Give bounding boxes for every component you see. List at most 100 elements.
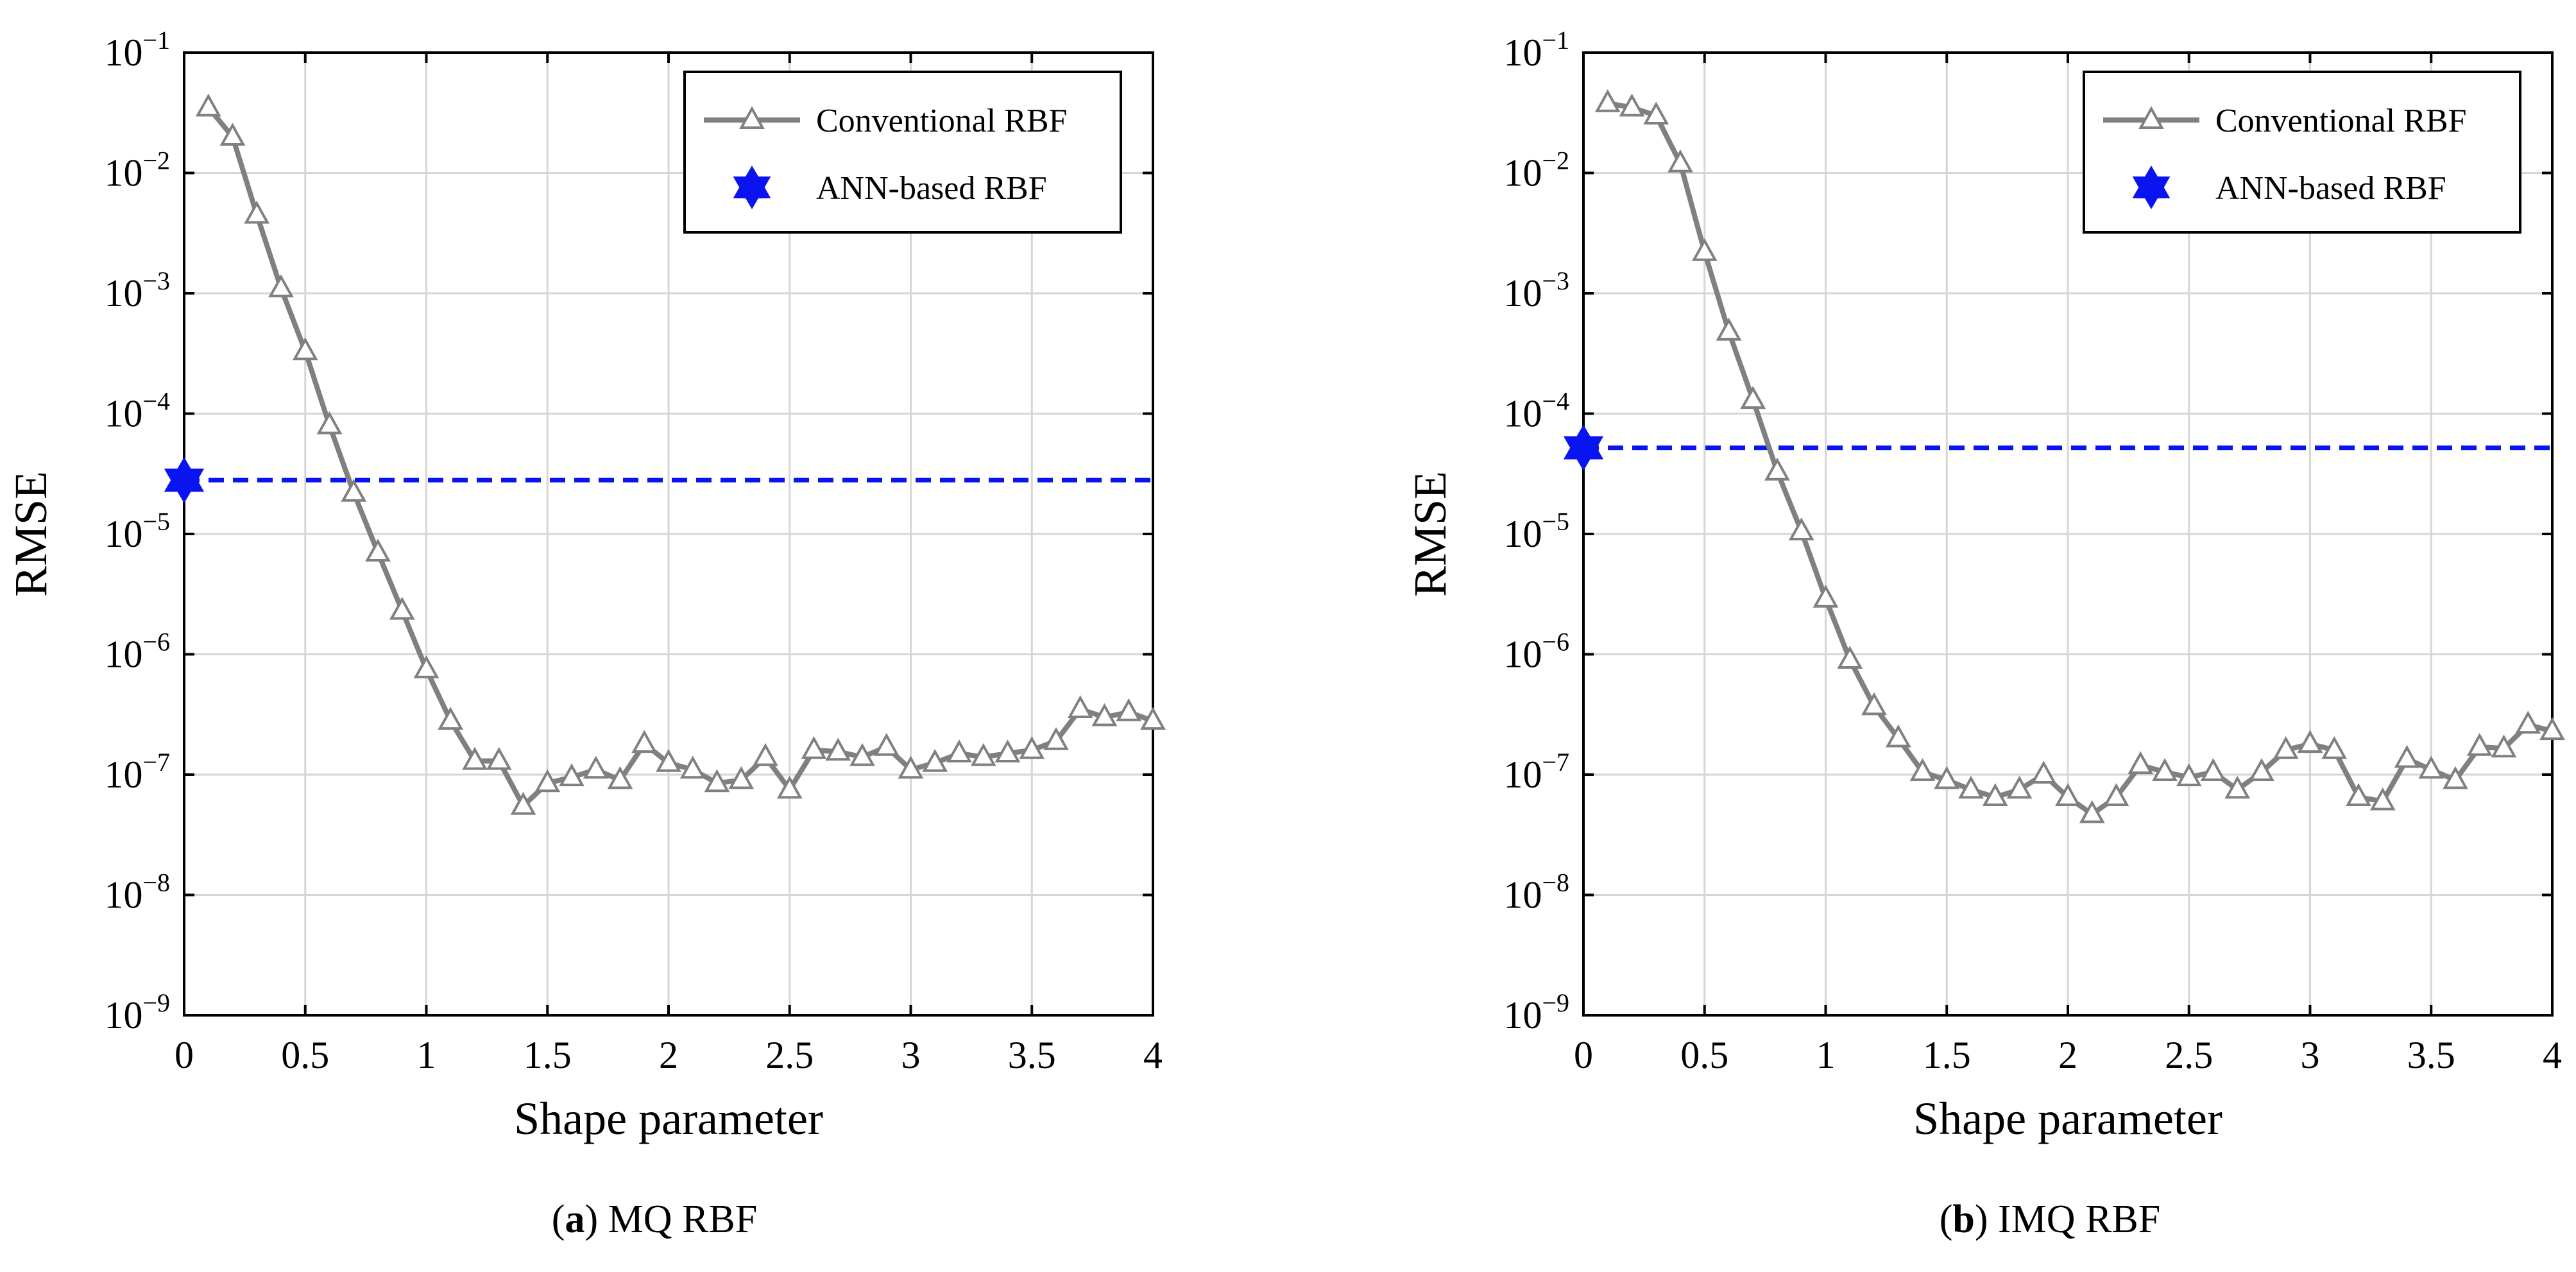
x-axis-label: Shape parameter [514,1093,823,1144]
y-axis-label: RMSE [5,471,56,597]
conventional-rbf-point [753,743,778,766]
conventional-rbf-point [2443,766,2468,789]
conventional-rbf-point [2515,710,2541,734]
conventional-rbf-point [2031,761,2057,784]
y-tick-label: 10−6 [1503,628,1569,676]
x-tick-label: 0.5 [281,1034,329,1076]
conventional-rbf-point [607,766,633,789]
chart-panel-b: 0 0.5 1 1.5 2 2.5 3 3.5 4 10−9 10−8 10−7 10−6 10−5 10−… [1404,26,2565,1241]
legend-conventional-label: Conventional RBF [816,103,1067,139]
conventional-rbf-point [728,766,755,789]
conventional-rbf-point [631,730,658,753]
conventional-rbf-point [1594,89,1621,112]
x-tick-label: 1 [417,1034,436,1076]
conventional-rbf-point [2394,744,2420,768]
y-tick-label: 10−9 [1503,988,1569,1036]
conventional-rbf-point [2103,783,2129,807]
conventional-rbf-point [1619,93,1645,117]
y-tick-label: 10−4 [1503,387,1569,435]
conventional-rbf-point [2297,730,2323,753]
y-tick-label: 10−3 [104,266,170,314]
ann-rbf-point [1563,424,1604,471]
x-tick-label: 1 [1816,1034,1836,1076]
conventional-rbf-point [219,123,246,146]
conventional-rbf-point [946,739,972,762]
x-tick-label: 1.5 [524,1034,572,1076]
conventional-rbf-point [365,538,391,562]
conventional-rbf-point [994,739,1021,762]
x-tick-label: 3.5 [2407,1034,2455,1076]
conventional-rbf-point [1764,457,1790,481]
y-tick-label: 10−2 [104,146,170,194]
conventional-rbf-point [2369,787,2396,811]
x-tick-label: 3.5 [1008,1034,1056,1076]
conventional-rbf-line [206,105,1154,809]
y-tick-label: 10−2 [1503,146,1569,194]
legend-ann-label: ANN-based RBF [816,170,1047,207]
conventional-rbf-point [292,337,318,361]
chart-panel-a: 0 0.5 1 1.5 2 2.5 3 3.5 4 10−9 10−8 10−7 10−6 10−5 10−… [5,26,1166,1241]
x-tick-label: 4 [2543,1034,2562,1076]
panel-caption: (b) IMQ RBF [1940,1198,2161,1241]
conventional-rbf-point [2249,758,2274,781]
x-tick-label: 0 [1574,1034,1593,1076]
conventional-rbf-point [2321,735,2348,759]
y-tick-label: 10−7 [104,748,170,796]
conventional-rbf-point [1140,707,1166,730]
x-tick-label: 2 [659,1034,678,1076]
conventional-rbf-point [679,755,706,779]
x-tick-label: 2 [2058,1034,2077,1076]
y-tick-label: 10−4 [104,387,170,435]
y-tick-label: 10−8 [1503,868,1569,916]
y-tick-label: 10−1 [104,26,170,74]
conventional-rbf-point [2539,717,2565,741]
conventional-rbf-point [1788,517,1814,540]
conventional-rbf-point [2176,763,2202,787]
x-tick-label: 2.5 [2165,1034,2213,1076]
conventional-rbf-point [195,93,221,117]
conventional-rbf-point [1982,783,2008,807]
conventional-rbf-point [704,769,730,793]
y-tick-label: 10−1 [1503,26,1569,74]
legend-conventional-marker [2138,106,2164,129]
conventional-rbf-point [2152,758,2178,781]
conventional-rbf-point [413,655,439,678]
conventional-rbf-point [244,200,270,224]
legend-box [2083,71,2521,234]
legend: Conventional RBF ANN-based RBF [2083,71,2521,234]
conventional-rbf-point [2006,775,2033,799]
conventional-rbf-point [2346,783,2371,807]
conventional-rbf-point [801,735,827,759]
conventional-rbf-point [316,411,343,434]
conventional-rbf-point [1837,646,1863,669]
y-tick-label: 10−7 [1503,748,1569,796]
conventional-rbf-point [583,755,609,779]
conventional-rbf-point [776,775,803,799]
conventional-rbf-point [2418,755,2444,779]
x-axis-label: Shape parameter [1913,1093,2222,1144]
conventional-rbf-point [873,733,900,756]
conventional-rbf-point [1691,238,1718,261]
conventional-rbf-point [2491,734,2517,758]
conventional-rbf-point [2224,775,2251,799]
conventional-rbf-point [341,479,367,502]
conventional-rbf-point [2055,783,2081,807]
x-tick-label: 4 [1143,1034,1163,1076]
conventional-rbf-point [1861,692,1887,716]
conventional-rbf-point [1934,766,1960,789]
conventional-rbf-point [2273,735,2299,759]
conventional-rbf-point [1668,149,1693,173]
conventional-rbf-point [462,746,488,770]
x-tick-label: 3 [901,1034,921,1076]
conventional-rbf-point [1885,724,1911,748]
conventional-rbf-point [2079,800,2105,823]
conventional-rbf-point [1909,758,1936,781]
y-tick-label: 10−5 [1503,507,1569,555]
x-tick-label: 1.5 [1923,1034,1971,1076]
conventional-rbf-point [1116,698,1142,721]
conventional-rbf-point [1043,726,1069,750]
panel-caption: (a) MQ RBF [552,1198,757,1241]
conventional-rbf-point [268,274,294,298]
legend-ann-marker [733,166,771,209]
